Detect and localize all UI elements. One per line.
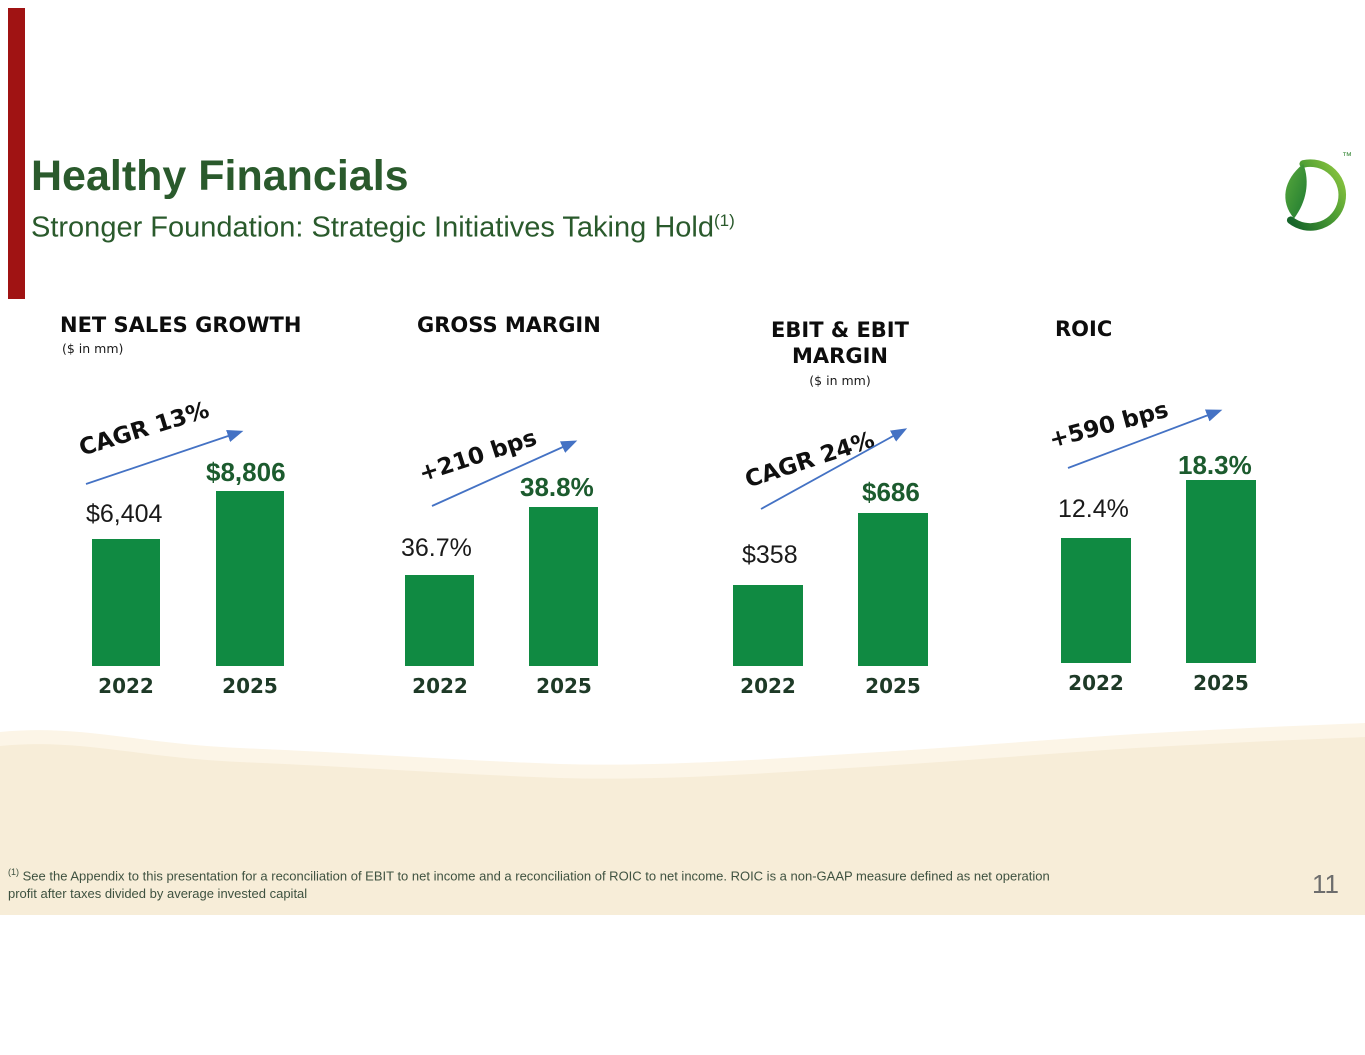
sand-band-background xyxy=(0,723,1365,915)
chart-title: GROSS MARGIN xyxy=(417,313,601,337)
chart-title-line2: MARGIN xyxy=(792,343,888,368)
bar-value-label-2022: 12.4% xyxy=(1058,495,1129,523)
category-label-2022: 2022 xyxy=(1068,671,1124,695)
bar-2022 xyxy=(92,539,160,666)
bar-value-label-2025: $686 xyxy=(862,477,920,507)
leaf-circle-logo-icon xyxy=(1285,159,1346,231)
bar-value-label-2025: 38.8% xyxy=(520,472,594,502)
bar-2025 xyxy=(1186,480,1256,663)
bar-2022 xyxy=(405,575,474,666)
footnote-line2: profit after taxes divided by average in… xyxy=(8,885,308,901)
page-subtitle: Stronger Foundation: Strategic Initiativ… xyxy=(31,211,735,245)
red-accent-bar xyxy=(8,8,25,299)
bar-2022 xyxy=(733,585,803,666)
footnote-line1: (1) See the Appendix to this presentatio… xyxy=(8,864,1248,885)
growth-arrow-icon xyxy=(760,428,908,510)
trademark-symbol: ™ xyxy=(1342,151,1352,162)
chart-title: NET SALES GROWTH xyxy=(60,313,302,337)
chart-subtitle: ($ in mm) xyxy=(809,373,871,388)
bar-value-label-2022: 36.7% xyxy=(401,534,472,562)
category-label-2025: 2025 xyxy=(1193,671,1249,695)
footnote-superscript: (1) xyxy=(8,867,19,877)
bar-2025 xyxy=(529,507,598,666)
bar-value-label-2025: $8,806 xyxy=(206,457,286,487)
bar-2025 xyxy=(858,513,928,666)
category-label-2022: 2022 xyxy=(412,674,468,698)
bar-value-label-2025: 18.3% xyxy=(1178,450,1252,480)
chart-title: EBIT & EBIT MARGIN xyxy=(740,318,940,369)
page-title: Healthy Financials xyxy=(31,152,409,200)
growth-arrow-icon xyxy=(431,440,578,507)
category-label-2025: 2025 xyxy=(865,674,921,698)
page-subtitle-text: Stronger Foundation: Strategic Initiativ… xyxy=(31,211,714,244)
chart-title: ROIC xyxy=(1055,317,1113,341)
growth-arrow-icon xyxy=(1067,409,1223,469)
footnote-line1-text: See the Appendix to this presentation fo… xyxy=(22,868,1050,884)
category-label-2025: 2025 xyxy=(536,674,592,698)
bar-2025 xyxy=(216,491,284,666)
bar-2022 xyxy=(1061,538,1131,663)
category-label-2022: 2022 xyxy=(98,674,154,698)
category-label-2025: 2025 xyxy=(222,674,278,698)
footnote: (1) See the Appendix to this presentatio… xyxy=(8,864,1248,902)
growth-arrow-icon xyxy=(85,430,244,485)
bar-value-label-2022: $358 xyxy=(742,541,798,569)
bar-value-label-2022: $6,404 xyxy=(86,500,163,528)
page-number: 11 xyxy=(1312,869,1339,899)
chart-subtitle: ($ in mm) xyxy=(62,341,124,356)
company-logo: ™ xyxy=(1268,151,1352,237)
subtitle-superscript: (1) xyxy=(713,211,735,230)
chart-title-line1: EBIT & EBIT xyxy=(771,318,909,342)
category-label-2022: 2022 xyxy=(740,674,796,698)
